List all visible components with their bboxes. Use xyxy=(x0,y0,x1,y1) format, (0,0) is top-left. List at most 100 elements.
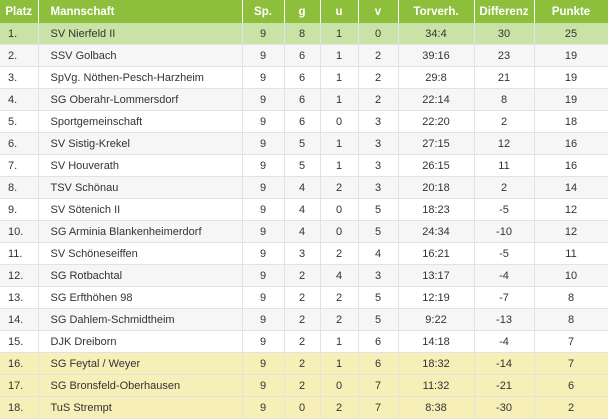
table-row[interactable]: 14. SG Dahlem-Schmidtheim 9 2 2 5 9:22 -13 8 xyxy=(0,308,608,331)
cell-team[interactable]: SG Erfthöhen 98 xyxy=(38,286,243,309)
table-row[interactable]: 3. SpVg. Nöthen-Pesch-Harzheim 9 6 1 2 29:8 21 1… xyxy=(0,66,608,89)
cell-won: 2 xyxy=(284,352,321,375)
cell-goals: 20:18 xyxy=(398,176,475,199)
cell-place: 15. xyxy=(0,330,39,353)
cell-lost: 3 xyxy=(358,264,399,287)
header-place[interactable]: Platz xyxy=(0,0,39,23)
table-row[interactable]: 2. SSV Golbach 9 6 1 2 39:16 23 19 xyxy=(0,44,608,67)
cell-team[interactable]: SV Schöneseiffen xyxy=(38,242,243,265)
cell-goals: 18:23 xyxy=(398,198,475,221)
cell-lost: 3 xyxy=(358,110,399,133)
cell-place: 11. xyxy=(0,242,39,265)
cell-team[interactable]: SG Arminia Blankenheimerdorf xyxy=(38,220,243,243)
cell-difference: -5 xyxy=(474,198,535,221)
cell-team[interactable]: SG Feytal / Weyer xyxy=(38,352,243,375)
table-row[interactable]: 18. TuS Strempt 9 0 2 7 8:38 -30 2 xyxy=(0,396,608,419)
cell-drawn: 2 xyxy=(320,242,359,265)
cell-place: 12. xyxy=(0,264,39,287)
table-row[interactable]: 15. DJK Dreiborn 9 2 1 6 14:18 -4 7 xyxy=(0,330,608,353)
cell-goals: 22:14 xyxy=(398,88,475,111)
cell-lost: 5 xyxy=(358,198,399,221)
cell-played: 9 xyxy=(242,110,285,133)
cell-won: 2 xyxy=(284,330,321,353)
header-drawn[interactable]: u xyxy=(320,0,359,23)
cell-drawn: 2 xyxy=(320,176,359,199)
cell-team[interactable]: SG Oberahr-Lommersdorf xyxy=(38,88,243,111)
cell-lost: 3 xyxy=(358,176,399,199)
table-row[interactable]: 16. SG Feytal / Weyer 9 2 1 6 18:32 -14 7 xyxy=(0,352,608,375)
cell-played: 9 xyxy=(242,374,285,397)
cell-goals: 39:16 xyxy=(398,44,475,67)
cell-place: 13. xyxy=(0,286,39,309)
cell-team[interactable]: SpVg. Nöthen-Pesch-Harzheim xyxy=(38,66,243,89)
table-row[interactable]: 5. Sportgemeinschaft 9 6 0 3 22:20 2 18 xyxy=(0,110,608,133)
cell-lost: 3 xyxy=(358,132,399,155)
header-points[interactable]: Punkte xyxy=(534,0,608,23)
cell-won: 4 xyxy=(284,176,321,199)
cell-team[interactable]: SG Bronsfeld-Oberhausen xyxy=(38,374,243,397)
cell-team[interactable]: SG Dahlem-Schmidtheim xyxy=(38,308,243,331)
cell-won: 0 xyxy=(284,396,321,419)
table-row[interactable]: 7. SV Houverath 9 5 1 3 26:15 11 16 xyxy=(0,154,608,177)
table-row[interactable]: 13. SG Erfthöhen 98 9 2 2 5 12:19 -7 8 xyxy=(0,286,608,309)
cell-points: 12 xyxy=(534,220,608,243)
header-played[interactable]: Sp. xyxy=(242,0,285,23)
cell-won: 4 xyxy=(284,198,321,221)
cell-difference: 2 xyxy=(474,110,535,133)
cell-played: 9 xyxy=(242,264,285,287)
table-row[interactable]: 10. SG Arminia Blankenheimerdorf 9 4 0 5 24:34… xyxy=(0,220,608,243)
cell-lost: 5 xyxy=(358,220,399,243)
cell-place: 14. xyxy=(0,308,39,331)
cell-points: 25 xyxy=(534,23,608,45)
cell-played: 9 xyxy=(242,396,285,419)
cell-points: 10 xyxy=(534,264,608,287)
table-row[interactable]: 11. SV Schöneseiffen 9 3 2 4 16:21 -5 11 xyxy=(0,242,608,265)
header-won[interactable]: g xyxy=(284,0,321,23)
cell-played: 9 xyxy=(242,242,285,265)
cell-team[interactable]: DJK Dreiborn xyxy=(38,330,243,353)
cell-team[interactable]: Sportgemeinschaft xyxy=(38,110,243,133)
cell-lost: 4 xyxy=(358,242,399,265)
cell-points: 7 xyxy=(534,352,608,375)
cell-difference: -4 xyxy=(474,330,535,353)
cell-team[interactable]: TuS Strempt xyxy=(38,396,243,419)
table-row[interactable]: 1. SV Nierfeld II 9 8 1 0 34:4 30 25 xyxy=(0,23,608,45)
cell-drawn: 1 xyxy=(320,44,359,67)
cell-won: 5 xyxy=(284,154,321,177)
cell-drawn: 0 xyxy=(320,198,359,221)
table-row[interactable]: 4. SG Oberahr-Lommersdorf 9 6 1 2 22:14 8 19 xyxy=(0,88,608,111)
cell-points: 16 xyxy=(534,154,608,177)
header-team[interactable]: Mannschaft xyxy=(38,0,243,23)
cell-team[interactable]: SV Sistig-Krekel xyxy=(38,132,243,155)
table-row[interactable]: 6. SV Sistig-Krekel 9 5 1 3 27:15 12 16 xyxy=(0,132,608,155)
cell-won: 2 xyxy=(284,374,321,397)
cell-drawn: 0 xyxy=(320,374,359,397)
cell-difference: -21 xyxy=(474,374,535,397)
cell-place: 9. xyxy=(0,198,39,221)
cell-goals: 16:21 xyxy=(398,242,475,265)
cell-team[interactable]: SV Nierfeld II xyxy=(38,23,243,45)
table-row[interactable]: 17. SG Bronsfeld-Oberhausen 9 2 0 7 11:32 -21 6 xyxy=(0,374,608,397)
cell-team[interactable]: SG Rotbachtal xyxy=(38,264,243,287)
table-row[interactable]: 12. SG Rotbachtal 9 2 4 3 13:17 -4 10 xyxy=(0,264,608,287)
cell-goals: 8:38 xyxy=(398,396,475,419)
cell-team[interactable]: SSV Golbach xyxy=(38,44,243,67)
cell-points: 7 xyxy=(534,330,608,353)
cell-team[interactable]: SV Houverath xyxy=(38,154,243,177)
header-lost[interactable]: v xyxy=(358,0,399,23)
cell-difference: -30 xyxy=(474,396,535,419)
header-difference[interactable]: Differenz xyxy=(474,0,535,23)
cell-difference: 2 xyxy=(474,176,535,199)
header-goals[interactable]: Torverh. xyxy=(398,0,475,23)
cell-played: 9 xyxy=(242,132,285,155)
cell-drawn: 1 xyxy=(320,88,359,111)
cell-played: 9 xyxy=(242,286,285,309)
cell-team[interactable]: TSV Schönau xyxy=(38,176,243,199)
cell-won: 6 xyxy=(284,44,321,67)
table-row[interactable]: 9. SV Sötenich II 9 4 0 5 18:23 -5 12 xyxy=(0,198,608,221)
table-row[interactable]: 8. TSV Schönau 9 4 2 3 20:18 2 14 xyxy=(0,176,608,199)
cell-played: 9 xyxy=(242,330,285,353)
cell-team[interactable]: SV Sötenich II xyxy=(38,198,243,221)
cell-place: 16. xyxy=(0,352,39,375)
cell-goals: 29:8 xyxy=(398,66,475,89)
